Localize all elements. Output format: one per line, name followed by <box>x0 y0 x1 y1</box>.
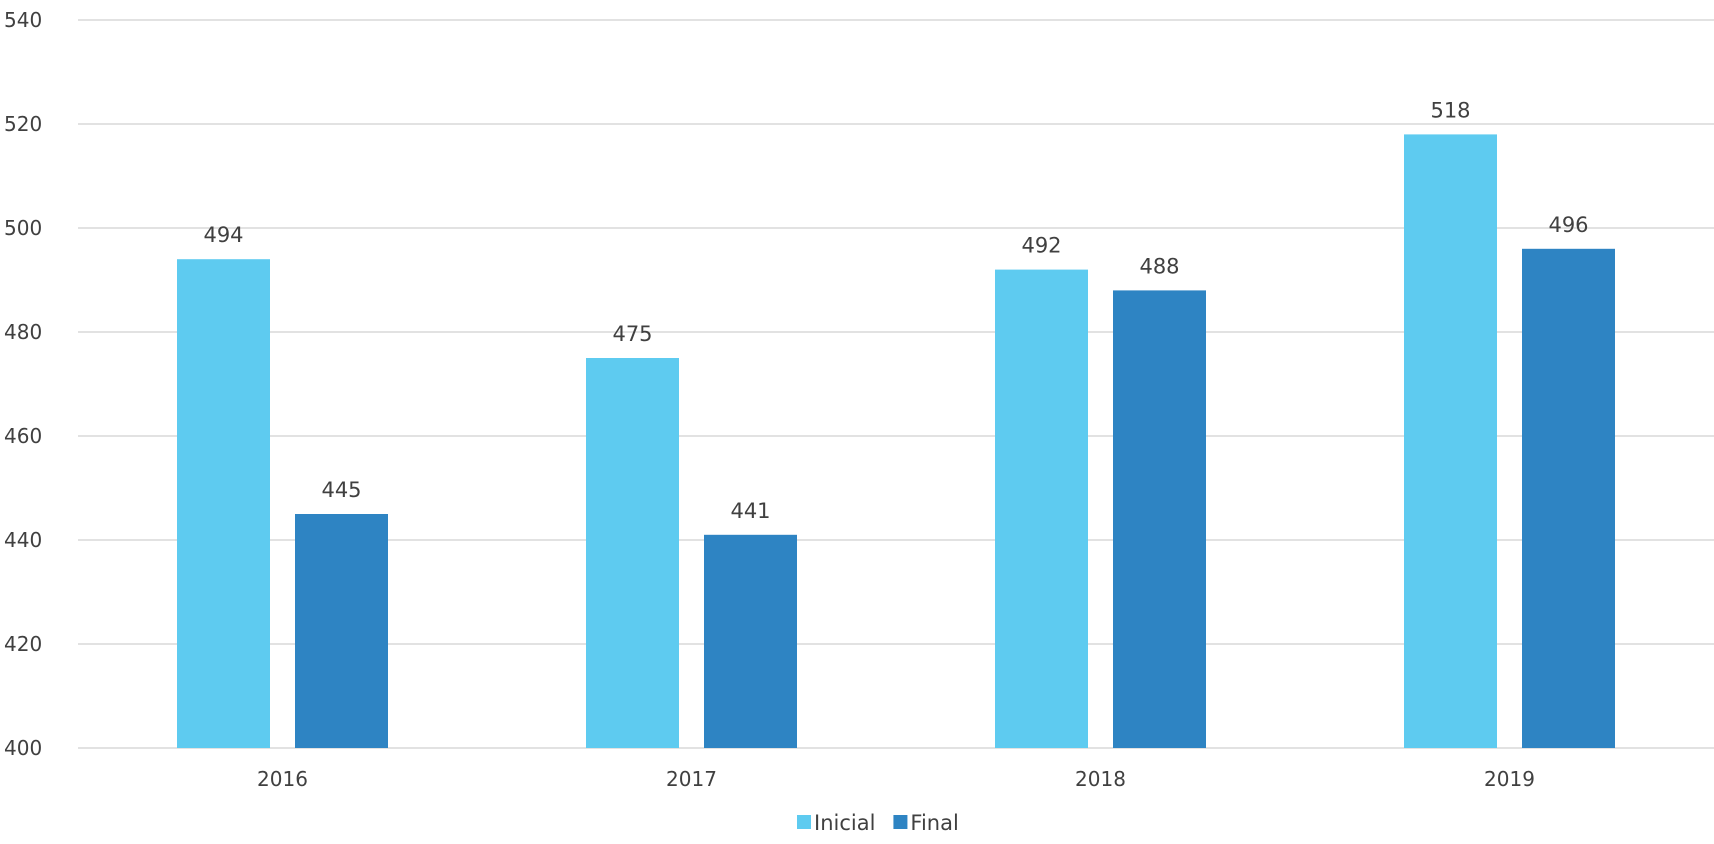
y-tick-label: 500 <box>4 216 42 240</box>
y-axis: 400 420 440 460 480 500 520 540 <box>4 8 42 760</box>
legend-label-inicial: Inicial <box>814 811 875 835</box>
bars <box>177 134 1615 749</box>
bar-final-2019 <box>1522 248 1615 749</box>
legend-swatch-final <box>893 815 908 829</box>
y-tick-label: 520 <box>4 112 42 136</box>
bar-final-2017 <box>704 534 797 748</box>
data-labels: 494 445 475 441 492 488 518 496 <box>203 98 1588 522</box>
y-tick-label: 480 <box>4 320 42 344</box>
legend-swatch-inicial <box>797 815 811 829</box>
data-label-final-2016: 445 <box>321 478 361 502</box>
legend-label-final: Final <box>910 811 958 835</box>
y-tick-label: 400 <box>4 736 42 760</box>
legend: Inicial Final <box>797 811 959 835</box>
x-tick-label: 2016 <box>257 767 308 791</box>
data-label-inicial-2017: 475 <box>612 322 652 346</box>
y-tick-label: 460 <box>4 424 42 448</box>
bar-inicial-2017 <box>586 358 679 748</box>
y-tick-label: 540 <box>4 8 42 32</box>
data-label-final-2019: 496 <box>1548 213 1588 237</box>
data-label-final-2018: 488 <box>1139 254 1179 278</box>
data-label-final-2017: 441 <box>730 499 770 523</box>
data-label-inicial-2016: 494 <box>203 223 243 247</box>
data-label-inicial-2018: 492 <box>1021 234 1061 258</box>
data-label-inicial-2019: 518 <box>1430 98 1470 122</box>
bar-final-2018 <box>1113 290 1206 748</box>
x-tick-label: 2019 <box>1484 767 1535 791</box>
x-tick-label: 2018 <box>1075 767 1126 791</box>
x-axis: 2016 2017 2018 2019 <box>257 767 1535 791</box>
bar-inicial-2018 <box>995 269 1088 748</box>
x-tick-label: 2017 <box>666 767 717 791</box>
bar-inicial-2019 <box>1404 134 1497 748</box>
y-tick-label: 440 <box>4 528 42 552</box>
bar-inicial-2016 <box>177 259 270 748</box>
bar-final-2016 <box>295 514 388 748</box>
y-tick-label: 420 <box>4 632 42 656</box>
